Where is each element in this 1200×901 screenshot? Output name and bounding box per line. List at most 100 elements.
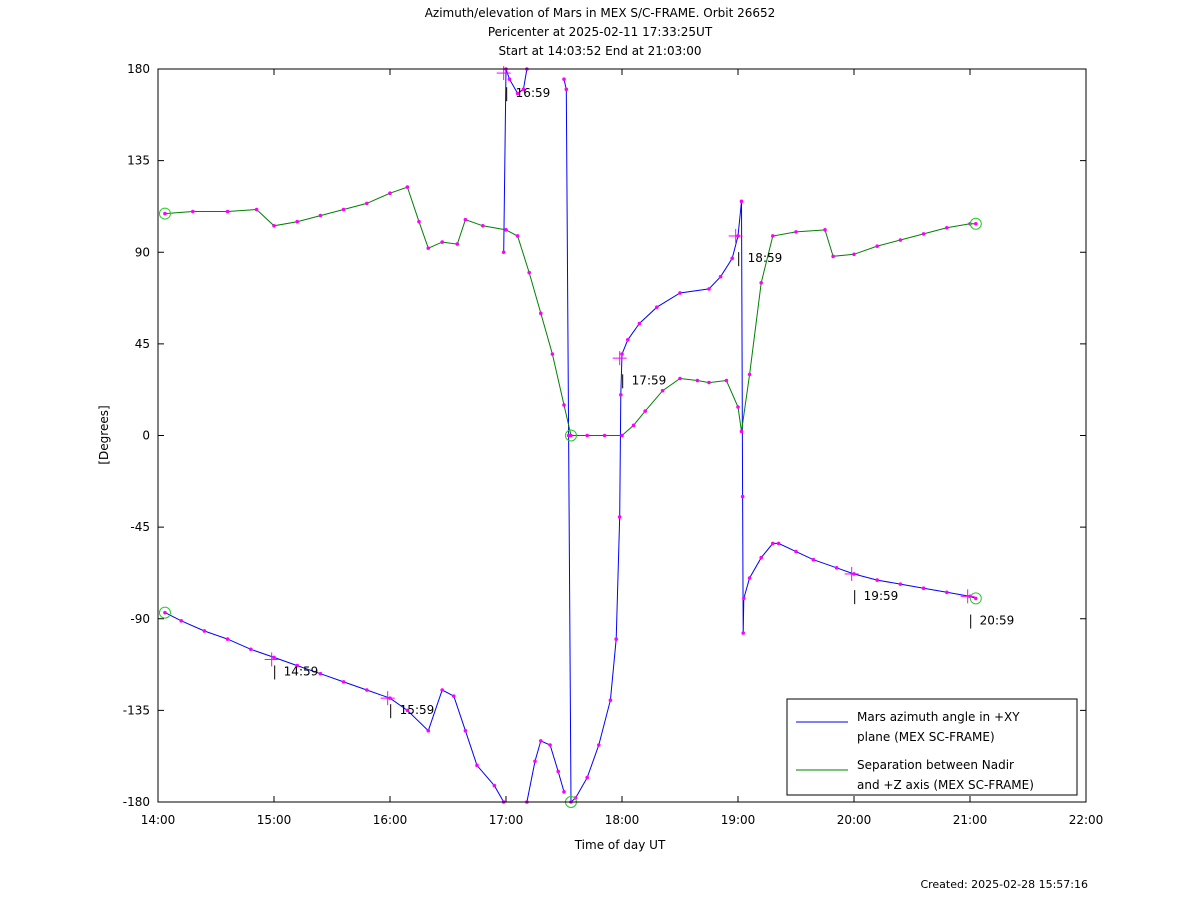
sample-point <box>707 380 711 385</box>
sample-point <box>707 287 711 291</box>
sample-point <box>739 429 744 434</box>
sample-point <box>730 256 734 261</box>
annotation-label: 19:59 <box>864 589 899 603</box>
sample-point <box>463 728 468 733</box>
legend-label: plane (MEX SC-FRAME) <box>857 730 995 744</box>
sample-point <box>365 688 369 692</box>
sample-point <box>440 688 445 692</box>
sample-point <box>831 254 835 259</box>
chart-title: Azimuth/elevation of Mars in MEX S/C-FRA… <box>424 6 776 20</box>
sample-point <box>617 515 622 519</box>
sample-point <box>388 191 392 196</box>
endpoint-marker <box>564 429 577 442</box>
sample-point <box>225 637 230 641</box>
x-tick-label: 19:00 <box>721 813 756 827</box>
sample-point <box>620 433 624 438</box>
x-axis-label: Time of day UT <box>574 838 666 852</box>
sample-point <box>452 694 456 698</box>
sample-point <box>898 238 903 242</box>
legend-label: Mars azimuth angle in +XY <box>857 710 1020 724</box>
sample-point <box>898 582 903 586</box>
sample-point <box>564 87 569 92</box>
sample-point <box>417 219 421 224</box>
sample-point <box>556 769 560 774</box>
sample-point <box>794 230 798 234</box>
legend-box <box>786 698 1078 796</box>
annotation-label: 16:59 <box>516 86 551 100</box>
sample-point <box>921 232 926 236</box>
sample-point <box>741 631 746 635</box>
sample-point <box>515 91 520 96</box>
annotation-label: 18:59 <box>748 251 783 265</box>
sample-point <box>626 338 630 342</box>
sample-point <box>834 566 839 570</box>
sample-point <box>759 280 763 285</box>
sample-point <box>921 586 926 591</box>
sample-point <box>440 240 445 244</box>
sample-point <box>747 372 752 377</box>
x-tick-label: 15:00 <box>257 813 292 827</box>
sample-point <box>660 388 665 393</box>
sample-point <box>678 376 682 381</box>
sample-point <box>740 494 745 499</box>
sample-point <box>585 433 589 438</box>
x-tick-label: 21:00 <box>953 813 988 827</box>
y-tick-label: 135 <box>127 154 150 168</box>
sample-point <box>637 321 642 326</box>
y-tick-label: -135 <box>123 703 150 717</box>
x-tick-label: 14:00 <box>141 813 176 827</box>
sample-markers <box>158 67 982 808</box>
endpoint-marker <box>158 606 171 619</box>
sample-point <box>481 223 485 228</box>
y-tick-label: -45 <box>130 520 150 534</box>
annotation-label: 20:59 <box>980 614 1015 628</box>
legend-label: Separation between Nadir <box>857 758 1014 772</box>
sample-point <box>272 223 276 228</box>
sample-point <box>163 610 167 615</box>
sample-point <box>562 790 566 794</box>
series-line-azimuth <box>164 612 505 803</box>
endpoint-marker <box>969 592 982 605</box>
created-timestamp: Created: 2025-02-28 15:57:16 <box>920 878 1088 891</box>
endpoint-marker <box>158 207 171 220</box>
sample-point <box>569 433 573 438</box>
sample-point <box>521 87 526 92</box>
sample-point <box>747 576 752 580</box>
x-tick-label: 20:00 <box>837 813 872 827</box>
legend-label: and +Z axis (MEX SC-FRAME) <box>857 778 1034 792</box>
sample-point <box>515 234 520 238</box>
annotation-label: 17:59 <box>632 373 667 387</box>
series-line-azimuth <box>503 68 528 253</box>
sample-point <box>945 226 949 230</box>
sample-point <box>608 698 613 702</box>
sample-point <box>550 352 555 356</box>
annotation-label: 14:59 <box>284 664 319 678</box>
legend: Mars azimuth angle in +XY plane (MEX SC-F… <box>786 698 1078 796</box>
sample-point <box>631 423 636 428</box>
endpoint-marker <box>969 217 982 230</box>
plot-frame <box>157 68 1087 803</box>
sample-point <box>533 759 537 764</box>
sample-point <box>562 77 566 81</box>
sample-point <box>507 77 512 81</box>
time-annotations: 14:59 15:59 16:59 17:59 18:59 19:59 20:59 <box>264 66 1015 719</box>
sample-point <box>295 663 300 668</box>
sample-point <box>202 629 207 633</box>
sample-point <box>318 671 323 676</box>
sample-point <box>695 378 700 383</box>
sample-point <box>405 708 410 713</box>
sample-point <box>539 739 543 743</box>
sample-point <box>318 213 323 218</box>
y-tick-label: -180 <box>123 795 150 809</box>
sample-point <box>501 250 506 255</box>
sample-point <box>597 743 601 747</box>
sample-point <box>475 763 479 768</box>
sample-point <box>341 680 346 684</box>
sample-point <box>739 199 744 204</box>
sample-point <box>562 403 566 407</box>
x-tick-label: 18:00 <box>605 813 640 827</box>
sample-point <box>179 618 183 623</box>
sample-point <box>776 541 781 546</box>
sample-point <box>655 305 659 310</box>
sample-point <box>548 743 552 747</box>
